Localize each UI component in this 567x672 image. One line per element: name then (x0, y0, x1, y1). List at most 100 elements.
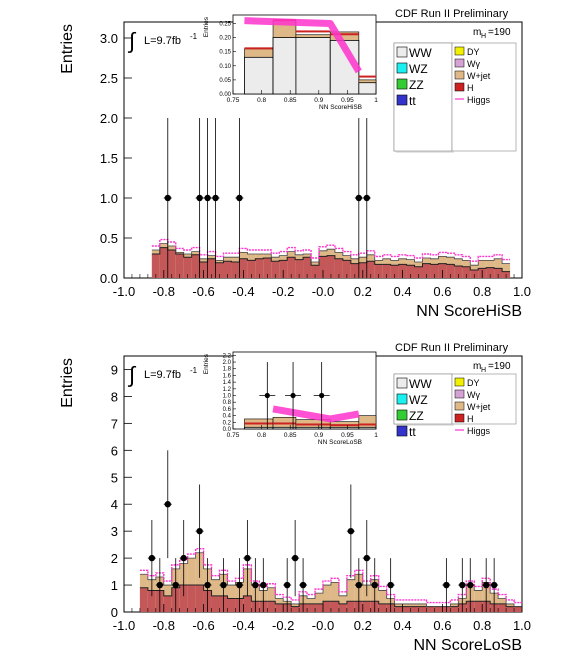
data-point (299, 581, 307, 589)
signal-bin (227, 598, 236, 612)
signal-bin (267, 601, 276, 612)
signal-bin (175, 254, 184, 278)
inset-signal-bin (295, 30, 331, 33)
inset-y-tick-label: 0.20 (219, 36, 231, 42)
inset-higgs-band (272, 405, 360, 423)
x-tick-label: -1.0 (113, 618, 135, 633)
legend-entry: H (467, 83, 474, 93)
signal-bin (498, 603, 507, 612)
signal-bin (378, 603, 387, 612)
x-tick-label: 0.4 (394, 618, 412, 633)
data-point (371, 581, 378, 589)
signal-bin (350, 263, 359, 278)
signal-bin (139, 587, 148, 612)
inset-y-tick-label: 0.15 (219, 50, 231, 56)
x-tick-label: -0.6 (192, 284, 214, 299)
bkg-bin (378, 590, 387, 612)
inset-x-tick-label: 1 (374, 432, 378, 439)
inset-y-tick-label: 0.10 (219, 64, 231, 70)
legend: WW WZ ZZ tt DY Wγ W+jet H Higgs (393, 373, 517, 439)
inset-y-tick-label: 1.0 (223, 394, 232, 400)
inset-y-tick-label: 1.2 (223, 387, 232, 393)
signal-bin (187, 585, 196, 612)
signal-bin (494, 268, 503, 278)
signal-bin (163, 595, 172, 612)
data-point (387, 581, 394, 589)
x-tick-label: -1.0 (113, 284, 135, 299)
bkg-bin (362, 585, 371, 612)
data-point (180, 554, 187, 562)
mass-label: m (473, 27, 481, 38)
y-tick-label: 0.5 (100, 231, 118, 246)
header-label: CDF Run II Preliminary (395, 342, 509, 354)
inset-x-tick-label: 0.9 (314, 97, 323, 104)
data-point (148, 554, 156, 562)
inset-y-tick-label: 0.00 (219, 92, 231, 98)
inset-y-tick-label: 2.2 (223, 353, 232, 359)
inset-x-tick-label: 0.8 (257, 97, 266, 104)
data-point (459, 581, 466, 589)
inset-x-tick-label: 1 (374, 97, 378, 104)
x-tick-label: 0.8 (473, 618, 491, 633)
legend-entry: Higgs (467, 426, 491, 436)
data-point (355, 581, 363, 589)
legend-entry: W+jet (467, 71, 491, 81)
signal-bin (426, 606, 435, 612)
mass-value: =190 (488, 361, 511, 372)
signal-bin (291, 606, 300, 612)
inset-signal-bin (295, 423, 331, 426)
inset-data-point (264, 392, 270, 399)
data-point (204, 194, 211, 202)
y-tick-label: 4 (111, 497, 118, 512)
signal-bin (211, 595, 220, 612)
data-point (291, 554, 299, 562)
signal-bin (450, 606, 459, 612)
signal-bin (287, 257, 296, 278)
data-point (482, 581, 490, 589)
signal-bin (474, 601, 483, 612)
bkg-bin (195, 552, 204, 612)
inset-x-tick-label: 0.85 (284, 432, 297, 439)
signal-bin (414, 266, 423, 278)
legend-swatch (396, 46, 408, 58)
data-point (283, 581, 291, 589)
signal-bin (323, 601, 331, 612)
signal-bin (319, 256, 327, 278)
x-tick-label: 1.0 (513, 284, 531, 299)
signal-bin (342, 260, 351, 278)
legend-entry: Wγ (467, 59, 480, 69)
inset-y-tick-label: 0.2 (223, 420, 232, 426)
legend-swatch (454, 82, 465, 92)
mass-sub: H (481, 367, 486, 374)
signal-bin (462, 266, 471, 278)
signal-bin (382, 264, 391, 278)
signal-bin (394, 606, 403, 612)
inset-y-title: Entries (203, 16, 210, 37)
signal-bin (366, 261, 375, 278)
inset-y-tick-label: 0.0 (223, 427, 232, 433)
legend-swatch (396, 409, 408, 421)
inset-signal-bin (273, 422, 296, 425)
bkg-bin (267, 587, 276, 612)
signal-outline (151, 247, 511, 273)
legend-swatch (454, 58, 465, 68)
data-point (196, 194, 203, 202)
inset-y-tick-label: 0.8 (223, 400, 232, 406)
inset-y-tick-label: 0.05 (219, 78, 231, 84)
signal-bin (334, 258, 343, 278)
bkg-bin (323, 585, 331, 612)
legend-entry: WZ (409, 62, 428, 76)
signal-bin (307, 603, 316, 612)
signal-bin (271, 261, 280, 278)
legend-entry: ZZ (409, 409, 424, 423)
inset-x-tick-label: 0.75 (227, 97, 240, 104)
inset-x-tick-label: 0.8 (257, 432, 266, 439)
signal-bin (195, 585, 204, 612)
y-axis-title: Entries (59, 358, 76, 408)
y-tick-label: 3 (111, 524, 118, 539)
legend-entry: Higgs (467, 95, 491, 105)
data-point (236, 194, 243, 202)
legend-entry: WW (409, 46, 432, 60)
inset-y-tick-label: 1.8 (223, 367, 232, 373)
legend-entry: tt (409, 94, 416, 108)
